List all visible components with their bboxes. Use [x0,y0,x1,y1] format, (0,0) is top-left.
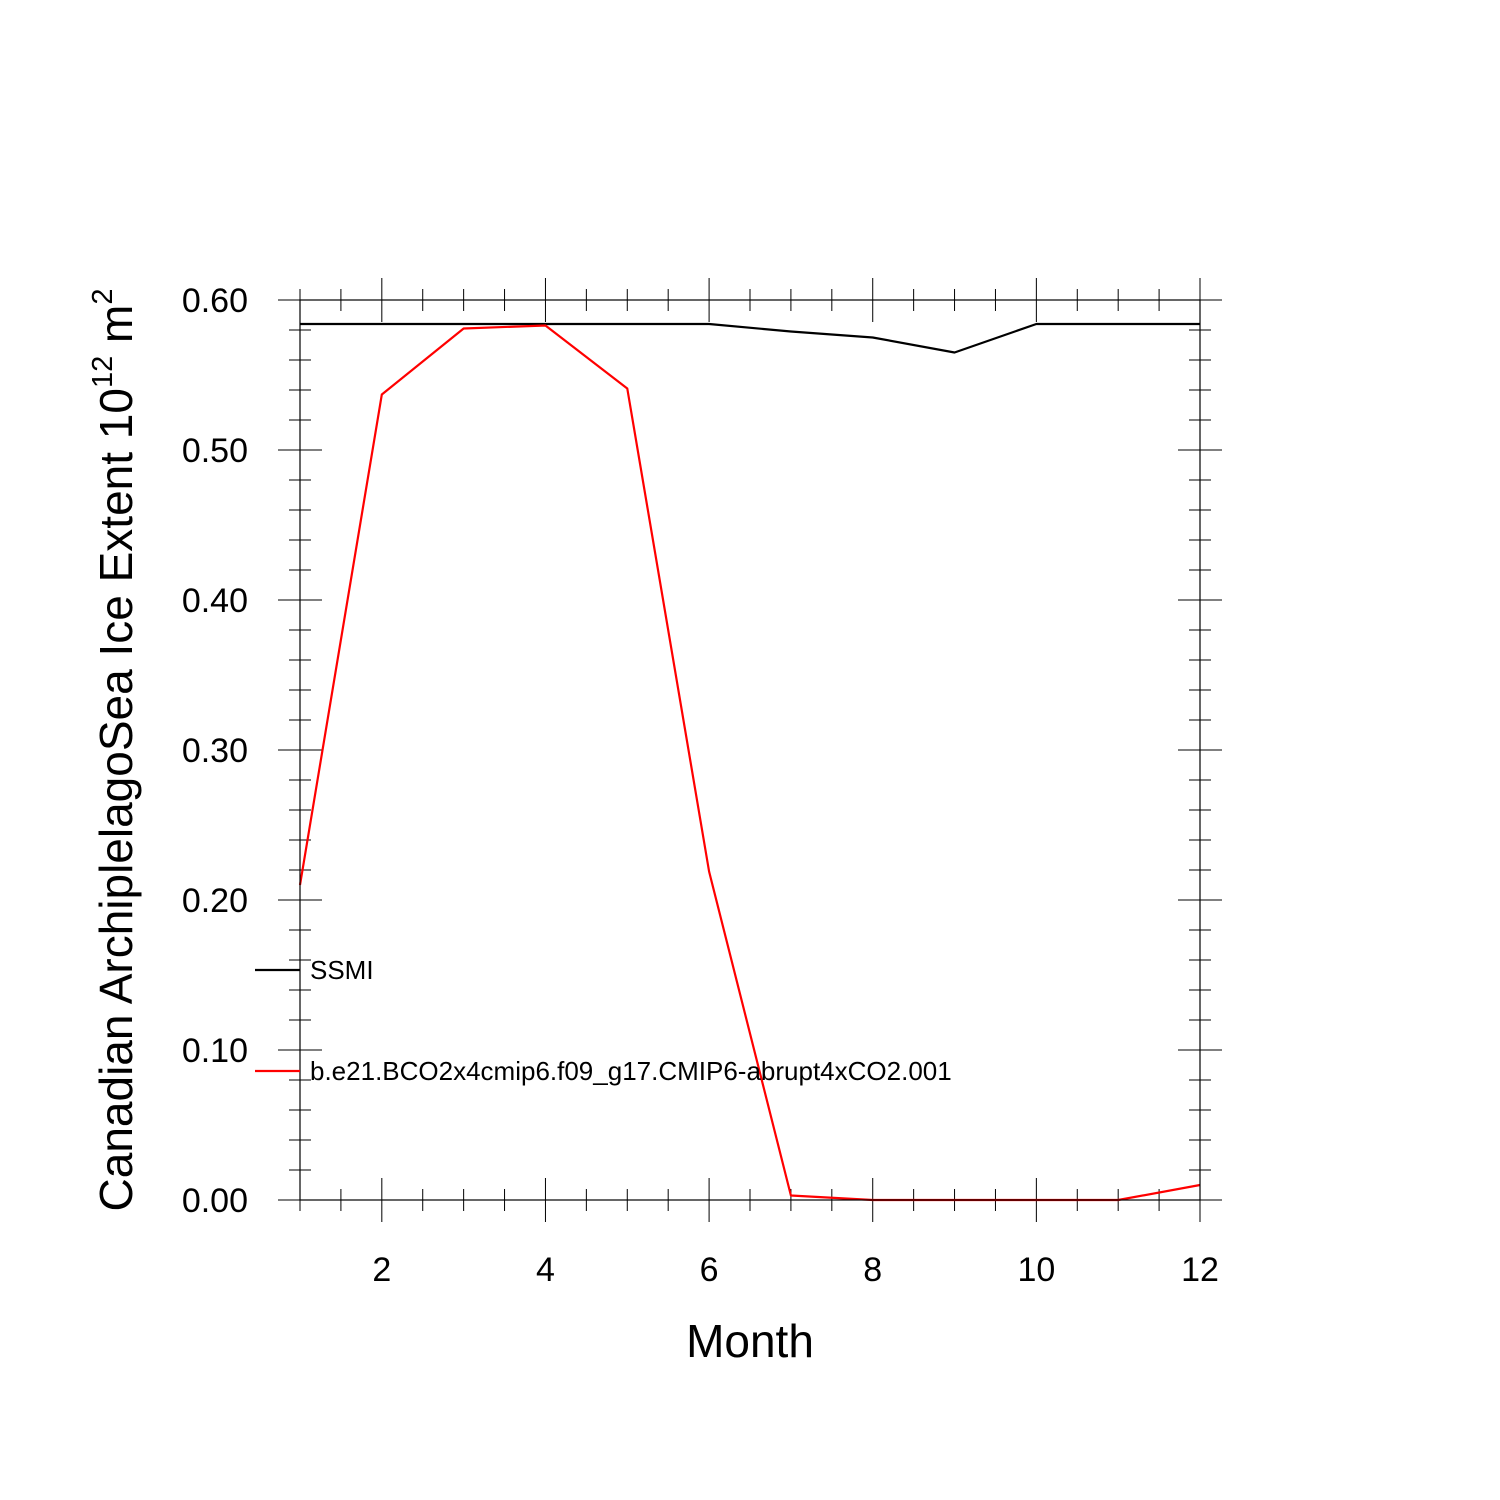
x-tick-label: 4 [536,1251,555,1289]
y-tick-label: 0.20 [182,882,248,920]
x-tick-label: 10 [1017,1251,1055,1289]
series-line-ssmi [300,322,1200,354]
tick-labels: 2 4 6 8 10 12 0.00 0.10 0.20 0.30 0.40 0.50 0.60 [182,282,1219,1289]
y-tick-label: 0.00 [182,1182,248,1220]
y-axis-title: Canadian ArchiplelagoSea Ice Extent 1012… [87,289,142,1212]
legend-label-ssmi: SSMI [310,955,374,985]
plot-frame [299,299,1201,1201]
x-tick-label: 6 [700,1251,719,1289]
y-tick-label: 0.10 [182,1032,248,1070]
y-axis-title-unit: m [90,305,142,356]
x-tick-label: 2 [372,1251,391,1289]
y-tick-label: 0.60 [182,282,248,320]
y-axis-title-unit-exponent: 2 [87,289,119,305]
y-axis-title-main: Canadian ArchiplelagoSea Ice Extent 10 [90,388,142,1211]
legend-label-model: b.e21.BCO2x4cmip6.f09_g17.CMIP6-abrupt4x… [310,1056,952,1086]
y-tick-label: 0.30 [182,732,248,770]
y-tick-label: 0.50 [182,432,248,470]
y-tick-label: 0.40 [182,582,248,620]
x-axis-title: Month [686,1315,814,1367]
y-axis-title-exponent: 12 [87,356,119,388]
x-tick-label: 12 [1181,1251,1219,1289]
x-tick-label: 8 [863,1251,882,1289]
legend: SSMI b.e21.BCO2x4cmip6.f09_g17.CMIP6-abr… [255,955,952,1086]
